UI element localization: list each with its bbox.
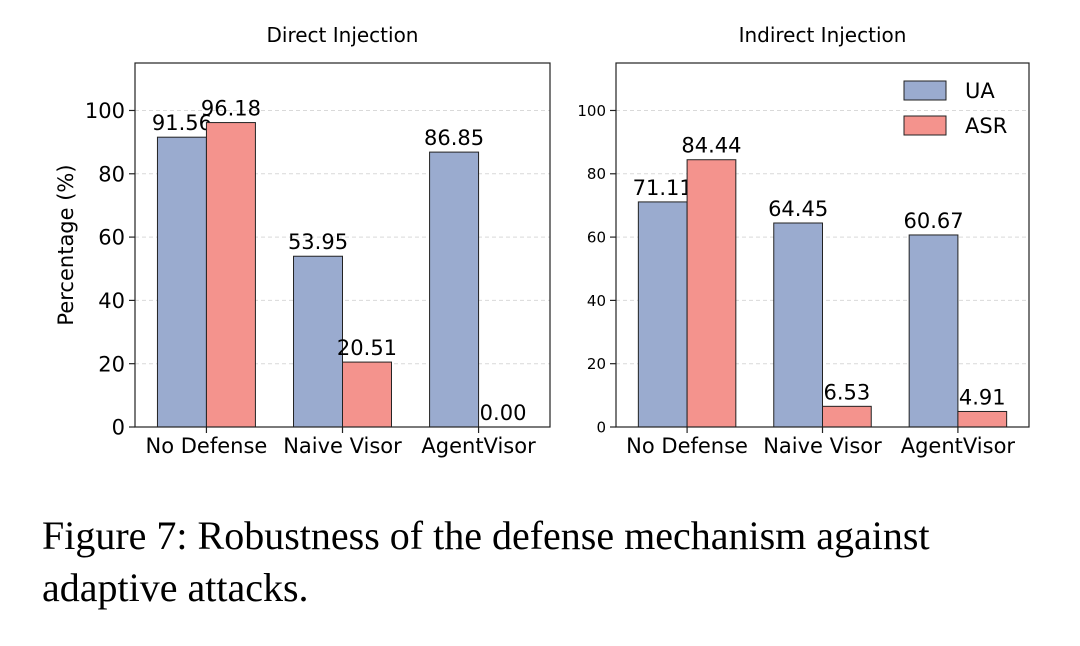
data-label: 53.95 <box>288 230 348 254</box>
legend-label-ua: UA <box>965 79 995 103</box>
legend-swatch-asr <box>903 115 947 136</box>
data-label: 71.11 <box>633 176 693 200</box>
y-tick-label: 40 <box>98 289 125 313</box>
bar-asr-naive-visor <box>342 361 392 428</box>
bar-asr-naive-visor <box>822 405 872 428</box>
chart-panel-indirect-injection: 71.11 64.45 60.67 84.44 6.53 4.91 0 20 40 60 80 100… <box>577 23 1030 458</box>
x-tick-label: AgentVisor <box>421 434 536 458</box>
chart-title: Indirect Injection <box>739 23 907 47</box>
x-tick-label: AgentVisor <box>901 434 1016 458</box>
y-tick-label: 100 <box>85 99 125 123</box>
y-tick-label: 100 <box>577 102 606 120</box>
y-tick-label: 60 <box>98 226 125 250</box>
data-label: 0.00 <box>480 401 527 425</box>
y-tick-label: 20 <box>587 355 606 373</box>
chart-title: Direct Injection <box>267 23 419 47</box>
x-tick-label: Naive Visor <box>763 434 882 458</box>
bar-ua-naive-visor <box>293 255 343 428</box>
x-tick-label: No Defense <box>626 434 748 458</box>
x-tick-label: No Defense <box>146 434 268 458</box>
data-label: 86.85 <box>424 126 484 150</box>
bar-ua-no-defense <box>637 201 688 428</box>
data-label: 20.51 <box>337 336 397 360</box>
y-tick-label: 0 <box>112 416 125 440</box>
bar-asr-no-defense <box>205 122 256 428</box>
bar-asr-no-defense <box>686 159 737 428</box>
data-label: 60.67 <box>903 209 963 233</box>
bar-ua-no-defense <box>156 136 207 428</box>
data-label: 4.91 <box>959 385 1006 409</box>
y-tick-label: 60 <box>587 228 606 246</box>
data-label: 84.44 <box>681 134 741 158</box>
legend: UA ASR <box>903 79 1007 138</box>
data-label: 6.53 <box>823 380 870 404</box>
legend-label-asr: ASR <box>965 114 1007 138</box>
y-tick-label: 80 <box>587 165 606 183</box>
data-label: 91.56 <box>152 111 212 135</box>
data-label: 64.45 <box>768 197 828 221</box>
bar-ua-agentvisor <box>429 151 480 428</box>
bar-ua-naive-visor <box>773 222 823 428</box>
bar-ua-agentvisor <box>908 234 959 428</box>
bar-asr-agentvisor <box>957 410 1008 428</box>
y-tick-label: 20 <box>98 352 125 376</box>
data-label: 96.18 <box>201 97 261 121</box>
figure-caption: Figure 7: Robustness of the defense mech… <box>42 513 930 610</box>
y-tick-label: 0 <box>596 418 606 436</box>
y-axis-label: Percentage (%) <box>54 164 78 325</box>
chart-panel-direct-injection: 91.56 53.95 86.85 96.18 20.51 0.00 0 20 40 60 80 10… <box>54 23 551 458</box>
legend-swatch-ua <box>903 80 947 101</box>
x-tick-label: Naive Visor <box>283 434 402 458</box>
y-tick-label: 80 <box>98 162 125 186</box>
y-tick-label: 40 <box>587 292 606 310</box>
